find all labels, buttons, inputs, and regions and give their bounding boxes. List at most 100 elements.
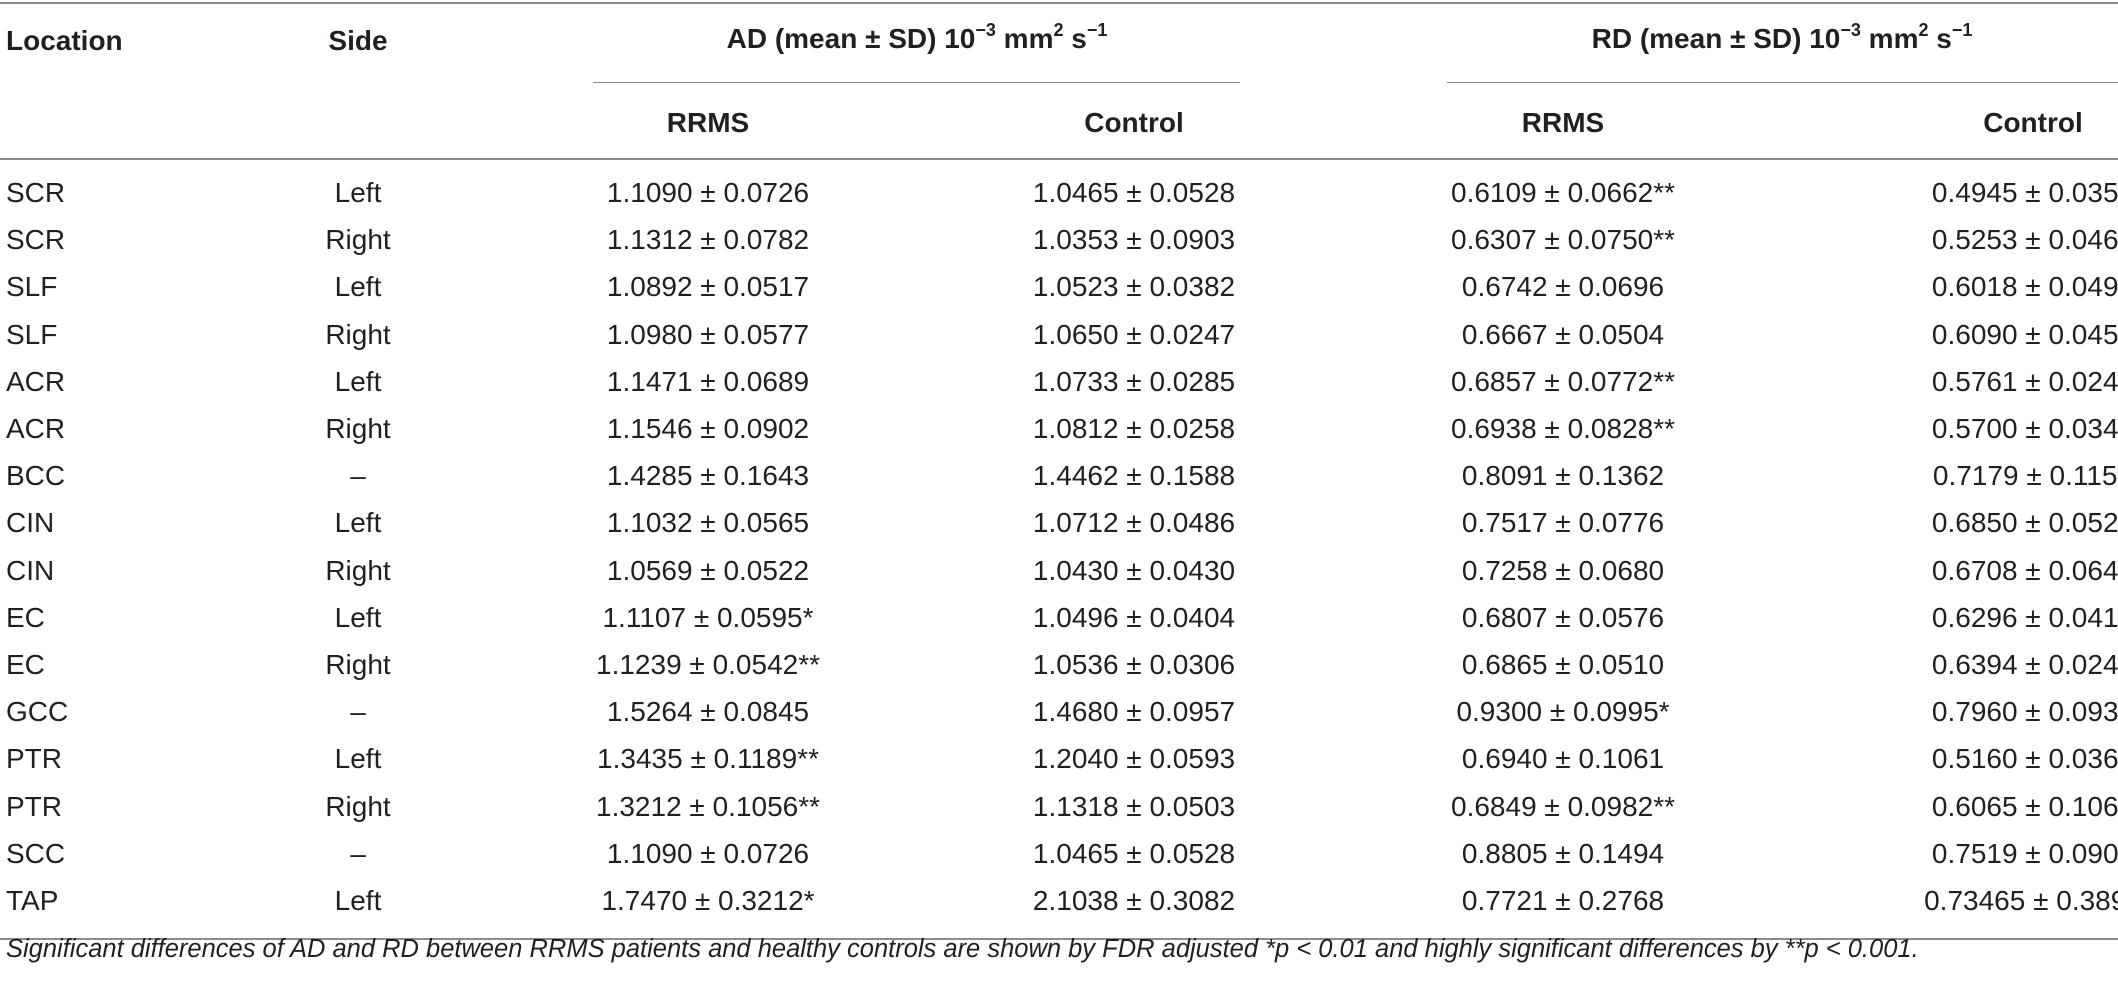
cell-ad-control: 1.0353 ± 0.0903 <box>1032 224 1236 256</box>
cell-side: – <box>350 460 366 492</box>
cell-location: ACR <box>6 413 66 444</box>
table-bottom-rule <box>0 938 2118 940</box>
cell-side: Right <box>325 318 391 350</box>
header-ad-control: Control <box>1084 107 1184 138</box>
cell-rd-control: 0.6708 ± 0.0640 <box>1931 554 2118 586</box>
cell-ad-rrms: 1.0980 ± 0.0577 <box>606 318 810 350</box>
table-top-rule <box>0 2 2118 4</box>
cell-rd-rrms: 0.7258 ± 0.0680 <box>1461 554 1665 586</box>
cell-rd-rrms: 0.7517 ± 0.0776 <box>1461 507 1665 539</box>
cell-ad-rrms: 1.1032 ± 0.0565 <box>606 507 810 539</box>
cell-ad-control: 1.0523 ± 0.0382 <box>1032 271 1236 303</box>
cell-side: – <box>350 837 366 869</box>
cell-side: Right <box>325 554 391 586</box>
ad-group-rule <box>593 82 1240 83</box>
table-footnote: Significant differences of AD and RD bet… <box>6 935 1919 963</box>
cell-ad-control: 1.0496 ± 0.0404 <box>1032 601 1236 633</box>
cell-ad-control: 1.0650 ± 0.0247 <box>1032 318 1236 350</box>
cell-rd-rrms: 0.6807 ± 0.0576 <box>1461 601 1665 633</box>
cell-ad-rrms: 1.5264 ± 0.0845 <box>606 696 810 728</box>
cell-ad-rrms: 1.0569 ± 0.0522 <box>606 554 810 586</box>
cell-ad-control: 1.2040 ± 0.0593 <box>1032 743 1236 775</box>
cell-rd-rrms: 0.6849 ± 0.0982** <box>1451 790 1675 822</box>
cell-rd-rrms: 0.6938 ± 0.0828** <box>1451 413 1675 444</box>
cell-location: GCC <box>6 696 69 728</box>
cell-location: ACR <box>6 365 66 397</box>
cell-rd-control: 0.6394 ± 0.0244 <box>1931 649 2118 680</box>
header-rd-rrms: RRMS <box>1521 107 1605 138</box>
cell-rd-control: 0.6018 ± 0.0496 <box>1931 271 2118 303</box>
cell-location: SLF <box>6 271 58 303</box>
cell-rd-control: 0.6850 ± 0.0520 <box>1931 507 2118 539</box>
cell-rd-rrms: 0.6667 ± 0.0504 <box>1461 318 1665 350</box>
cell-ad-rrms: 1.1471 ± 0.0689 <box>606 365 810 397</box>
cell-ad-control: 1.0536 ± 0.0306 <box>1032 649 1236 680</box>
cell-rd-rrms: 0.8805 ± 0.1494 <box>1461 837 1665 869</box>
cell-rd-rrms: 0.6940 ± 0.1061 <box>1461 743 1665 775</box>
cell-rd-control: 0.5700 ± 0.0341 <box>1931 413 2118 444</box>
cell-rd-control: 0.5160 ± 0.0363 <box>1931 743 2118 775</box>
cell-rd-control: 0.7179 ± 0.1157 <box>1932 460 2118 492</box>
cell-ad-control: 1.0733 ± 0.0285 <box>1032 365 1236 397</box>
cell-ad-rrms: 1.1090 ± 0.0726 <box>606 177 810 208</box>
cell-rd-control: 0.4945 ± 0.0352 <box>1931 177 2118 208</box>
cell-rd-control: 0.6296 ± 0.0410 <box>1931 601 2118 633</box>
cell-ad-control: 1.4462 ± 0.1588 <box>1032 460 1236 492</box>
cell-ad-control: 1.0465 ± 0.0528 <box>1032 177 1236 208</box>
cell-ad-rrms: 1.3212 ± 0.1056** <box>596 790 820 822</box>
cell-location: CIN <box>6 507 55 539</box>
cell-side: Right <box>325 790 391 822</box>
cell-ad-rrms: 1.3435 ± 0.1189** <box>597 743 819 775</box>
cell-location: CIN <box>6 554 55 586</box>
cell-side: Left <box>334 271 382 303</box>
cell-side: Right <box>325 224 391 256</box>
cell-ad-control: 1.0430 ± 0.0430 <box>1032 554 1236 586</box>
cell-ad-rrms: 1.1312 ± 0.0782 <box>606 224 810 256</box>
cell-side: Left <box>334 743 382 775</box>
cell-location: SCC <box>6 837 66 869</box>
cell-location: PTR <box>6 790 62 822</box>
cell-ad-rrms: 1.1546 ± 0.0902 <box>606 413 810 444</box>
cell-location: EC <box>6 649 45 680</box>
header-side: Side <box>328 25 388 56</box>
cell-rd-control: 0.5761 ± 0.0246 <box>1931 365 2118 397</box>
header-rd-control: Control <box>1983 107 2083 138</box>
cell-side: Left <box>334 177 382 208</box>
cell-rd-rrms: 0.6307 ± 0.0750** <box>1451 224 1675 256</box>
cell-ad-rrms: 1.1239 ± 0.0542** <box>596 649 820 680</box>
header-ad-group: AD (mean ± SD) 10−3 mm2 s−1 <box>726 19 1108 54</box>
header-rd-group: RD (mean ± SD) 10−3 mm2 s−1 <box>1591 19 1973 54</box>
cell-ad-control: 1.1318 ± 0.0503 <box>1032 790 1236 822</box>
cell-location: SCR <box>6 177 66 208</box>
cell-ad-rrms: 1.0892 ± 0.0517 <box>606 271 810 303</box>
cell-location: TAP <box>6 885 59 916</box>
cell-location: EC <box>6 601 45 633</box>
cell-rd-control: 0.7519 ± 0.0905 <box>1931 837 2118 869</box>
cell-ad-rrms: 1.1107 ± 0.0595* <box>602 601 814 633</box>
cell-side: Right <box>325 413 391 444</box>
header-location: Location <box>6 25 123 56</box>
cell-side: Left <box>334 507 382 539</box>
cell-ad-control: 1.0812 ± 0.0258 <box>1032 413 1236 444</box>
cell-rd-control: 0.73465 ± 0.3890 <box>1924 885 2118 916</box>
header-bottom-rule <box>0 158 2118 160</box>
cell-side: Left <box>334 885 382 916</box>
cell-rd-control: 0.5253 ± 0.0467 <box>1931 224 2118 256</box>
cell-ad-control: 1.0712 ± 0.0486 <box>1032 507 1236 539</box>
cell-ad-rrms: 1.1090 ± 0.0726 <box>606 837 810 869</box>
cell-location: BCC <box>6 460 66 492</box>
cell-side: Left <box>334 601 382 633</box>
cell-rd-rrms: 0.9300 ± 0.0995* <box>1456 696 1670 728</box>
cell-location: SLF <box>6 318 58 350</box>
cell-rd-rrms: 0.7721 ± 0.2768 <box>1461 885 1665 916</box>
rd-group-rule <box>1447 82 2118 83</box>
cell-rd-rrms: 0.6865 ± 0.0510 <box>1461 649 1665 680</box>
header-ad-rrms: RRMS <box>666 107 750 138</box>
cell-ad-control: 1.4680 ± 0.0957 <box>1032 696 1236 728</box>
cell-location: PTR <box>6 743 62 775</box>
cell-rd-rrms: 0.8091 ± 0.1362 <box>1461 460 1665 492</box>
cell-rd-control: 0.6090 ± 0.0451 <box>1931 318 2118 350</box>
cell-rd-rrms: 0.6742 ± 0.0696 <box>1461 271 1665 303</box>
cell-ad-rrms: 1.7470 ± 0.3212* <box>601 885 815 916</box>
cell-side: – <box>350 696 366 728</box>
